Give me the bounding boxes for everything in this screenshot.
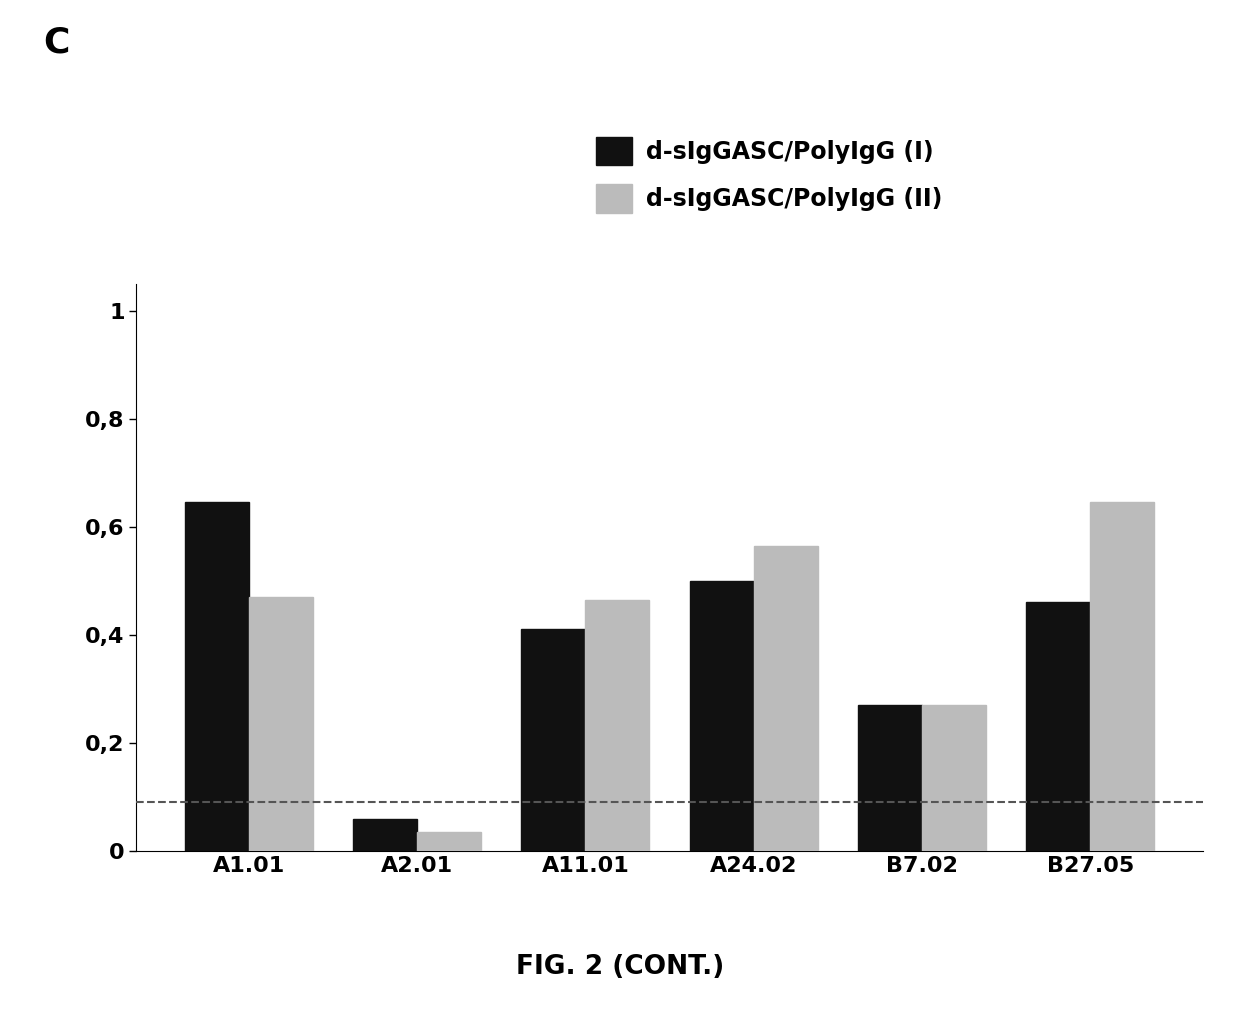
Legend: d-sIgGASC/PolyIgG (I), d-sIgGASC/PolyIgG (II): d-sIgGASC/PolyIgG (I), d-sIgGASC/PolyIgG… <box>596 137 942 213</box>
Bar <box>858 705 923 851</box>
Bar <box>585 600 650 851</box>
Bar <box>923 705 986 851</box>
Bar <box>417 832 481 851</box>
Bar <box>1090 502 1154 851</box>
Bar <box>1027 603 1090 851</box>
Bar <box>754 546 817 851</box>
Text: FIG. 2 (CONT.): FIG. 2 (CONT.) <box>516 954 724 981</box>
Bar <box>522 629 585 851</box>
Bar <box>353 819 417 851</box>
Bar <box>689 580 754 851</box>
Bar <box>249 597 312 851</box>
Bar <box>185 502 249 851</box>
Text: C: C <box>43 25 69 60</box>
